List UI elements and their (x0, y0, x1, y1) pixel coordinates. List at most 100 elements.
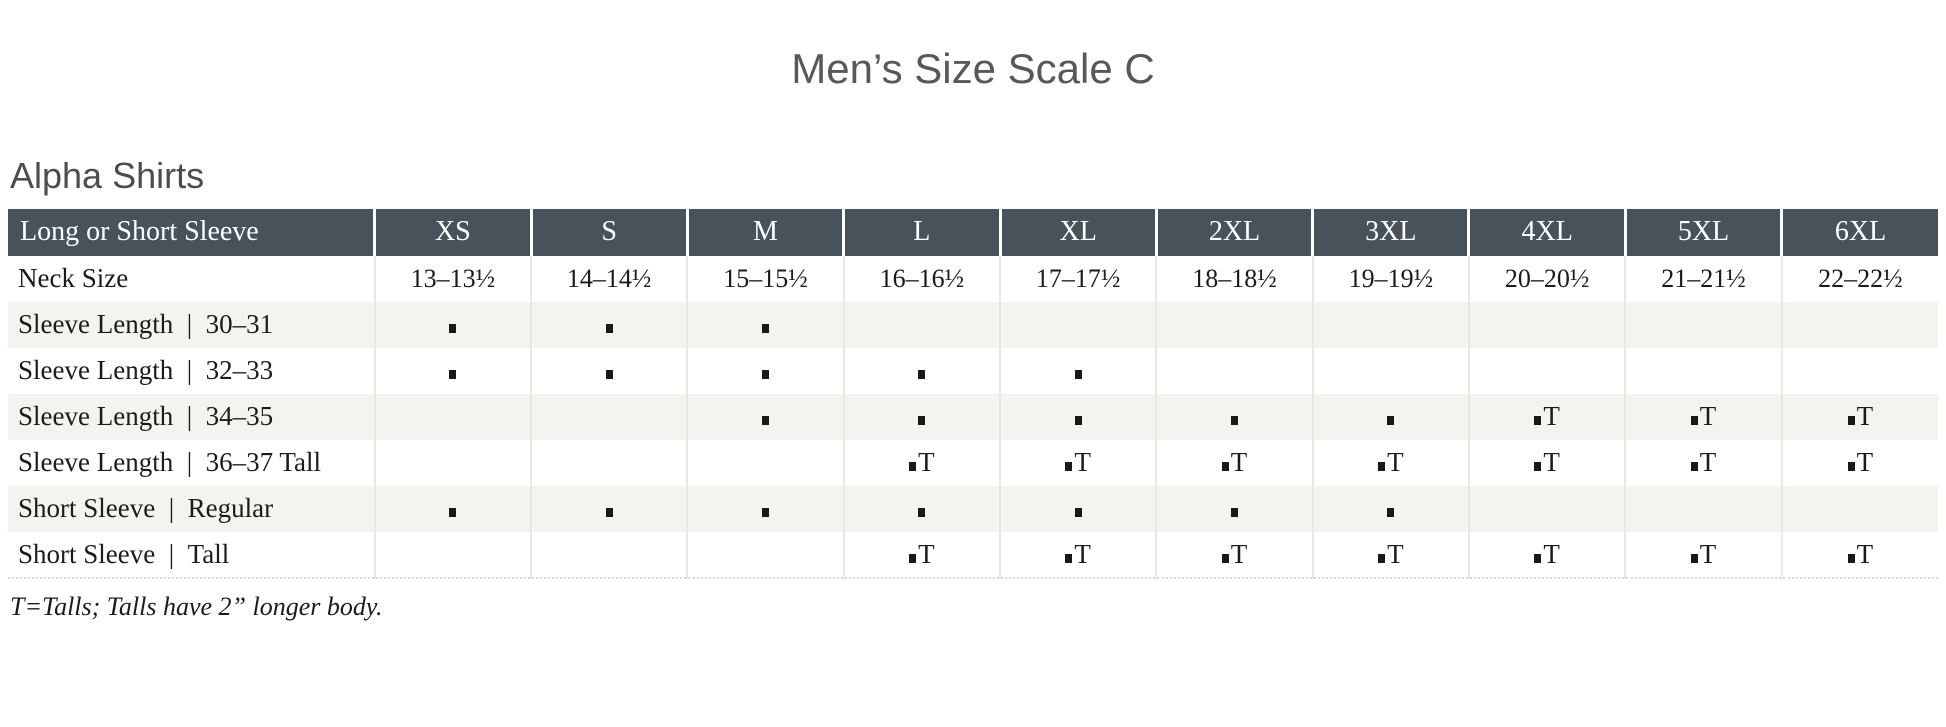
row-label: Neck Size (18, 263, 129, 294)
cell-l (842, 301, 1000, 348)
availability-square-icon (449, 369, 457, 379)
cell-4xl (1467, 485, 1626, 532)
cell-4xl: T (1467, 393, 1626, 440)
cell-2xl (1155, 485, 1313, 532)
tall-footnote: T=Talls; Talls have 2” longer body. (10, 591, 383, 621)
cell-5xl: T (1624, 439, 1782, 486)
tall-mark: T (1543, 538, 1560, 569)
availability-square-icon (1690, 553, 1698, 563)
cell-2xl (1155, 347, 1313, 394)
cell-4xl (1467, 347, 1626, 394)
row-label: Short Sleeve | Regular (8, 485, 375, 532)
tall-mark: T (1543, 401, 1560, 432)
cell-m: 15–15½ (686, 255, 844, 302)
cell-m (686, 301, 844, 348)
availability-square-icon (909, 462, 917, 472)
column-header-4xl: 4XL (1467, 208, 1626, 256)
availability-square-icon (918, 415, 926, 425)
availability-square-icon (918, 369, 926, 379)
cell-5xl: T (1624, 393, 1782, 440)
cell-xs (373, 347, 532, 394)
cell-l (842, 485, 1000, 532)
cell-xl (998, 393, 1157, 440)
size-availability-row: Sleeve Length | 36–37 Tall T T T T T T T (8, 439, 1938, 486)
cell-6xl: T (1780, 393, 1938, 440)
availability-square-icon (1387, 415, 1395, 425)
row-label: Sleeve Length | 36–37 Tall (18, 447, 321, 478)
availability-square-icon (1534, 462, 1542, 472)
availability-square-icon (762, 369, 769, 379)
cell-s (530, 393, 688, 440)
tall-mark: T (1699, 538, 1717, 569)
cell-3xl: T (1311, 531, 1469, 579)
tall-mark: T (1856, 538, 1874, 569)
cell-3xl (1311, 393, 1469, 440)
column-header-s: S (529, 208, 688, 256)
availability-square-icon (1074, 507, 1082, 517)
cell-l (842, 347, 1000, 394)
availability-square-icon (1221, 553, 1229, 563)
size-availability-row: Short Sleeve | Tall T T T T T T T (8, 531, 1938, 579)
cell-5xl (1624, 485, 1782, 532)
tall-mark: T (1074, 447, 1091, 478)
availability-square-icon (918, 507, 926, 517)
tall-mark: T (1387, 538, 1404, 569)
cell-m (686, 485, 844, 532)
availability-square-icon (1221, 462, 1229, 472)
availability-square-icon (605, 369, 613, 379)
cell-xl: 17–17½ (998, 255, 1157, 302)
tall-mark: T (1699, 447, 1717, 478)
cell-s (530, 301, 688, 348)
cell-xs (373, 485, 532, 532)
availability-square-icon (449, 323, 457, 333)
cell-s (530, 439, 688, 486)
cell-6xl (1780, 347, 1938, 394)
cell-6xl (1780, 485, 1938, 532)
column-header-l: L (842, 208, 1000, 256)
cell-l: T (842, 439, 1000, 486)
cell-2xl: 18–18½ (1155, 255, 1313, 302)
cell-xs (373, 439, 532, 486)
cell-6xl: T (1780, 531, 1938, 579)
cell-4xl: T (1467, 531, 1626, 579)
cell-3xl (1311, 347, 1469, 394)
column-header-5xl: 5XL (1623, 208, 1782, 256)
cell-4xl: T (1467, 439, 1626, 486)
cell-6xl: 22–22½ (1780, 255, 1938, 302)
availability-square-icon (762, 507, 769, 517)
cell-5xl: 21–21½ (1624, 255, 1782, 302)
availability-square-icon (605, 323, 613, 333)
availability-square-icon (1074, 415, 1082, 425)
size-availability-row: Sleeve Length | 34–35 T T T (8, 393, 1938, 440)
cell-xs (373, 301, 532, 348)
neck-size-row: Neck Size 13–13½ 14–14½ 15–15½ 16–16½ 17–17½ 1… (8, 255, 1938, 302)
size-availability-row: Sleeve Length | 30–31 (8, 301, 1938, 348)
cell-m (686, 347, 844, 394)
row-label: Sleeve Length | 32–33 (18, 355, 274, 386)
size-availability-row: Sleeve Length | 32–33 (8, 347, 1938, 394)
cell-4xl: 20–20½ (1467, 255, 1626, 302)
size-table-container: Long or Short Sleeve XS S M L XL 2XL 3XL 4XL 5XL… (8, 208, 1938, 579)
tall-mark: T (1230, 538, 1248, 569)
availability-square-icon (1074, 369, 1082, 379)
cell-2xl: T (1155, 531, 1313, 579)
cell-2xl: T (1155, 439, 1313, 486)
tall-mark: T (1543, 447, 1560, 478)
cell-m (686, 439, 844, 486)
availability-square-icon (762, 323, 769, 333)
section-heading-alpha-shirts: Alpha Shirts (10, 155, 205, 197)
availability-square-icon (1534, 553, 1542, 563)
cell-xs (373, 531, 532, 579)
size-availability-row: Short Sleeve | Regular (8, 485, 1938, 532)
cell-xl (998, 485, 1157, 532)
tall-mark: T (1856, 401, 1874, 432)
availability-square-icon (605, 507, 613, 517)
column-header-m: M (685, 208, 844, 256)
cell-xs: 13–13½ (373, 255, 532, 302)
tall-mark: T (1074, 538, 1091, 569)
availability-square-icon (1690, 416, 1698, 426)
tall-mark: T (918, 447, 935, 478)
size-table-header-row: Long or Short Sleeve XS S M L XL 2XL 3XL 4XL 5XL… (8, 208, 1938, 256)
cell-xl (998, 301, 1157, 348)
availability-square-icon (1847, 416, 1855, 426)
